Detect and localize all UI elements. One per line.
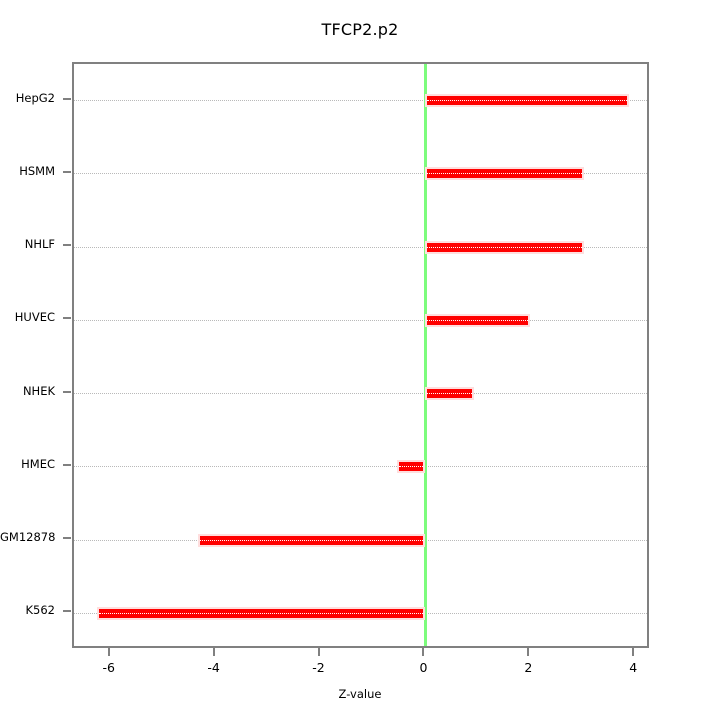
x-tick-label: 2 bbox=[524, 660, 533, 675]
x-tick-mark bbox=[422, 648, 425, 656]
y-tick-mark bbox=[63, 463, 71, 466]
bar-dot-pattern bbox=[427, 393, 473, 395]
x-tick-mark bbox=[212, 648, 215, 656]
plot-inner bbox=[74, 64, 647, 646]
bar-dot-pattern bbox=[427, 100, 628, 102]
bar-nhek bbox=[425, 387, 475, 401]
x-tick-mark bbox=[632, 648, 635, 656]
y-tick-mark bbox=[63, 244, 71, 247]
bar-dot-pattern bbox=[427, 246, 582, 248]
y-tick-label-gm12878: GM12878 bbox=[0, 530, 56, 545]
bar-dot-pattern bbox=[427, 319, 529, 321]
x-axis-title: Z-value bbox=[338, 687, 382, 701]
bar-hmec bbox=[397, 460, 426, 474]
y-tick-mark bbox=[63, 97, 71, 100]
gridline bbox=[74, 466, 647, 468]
y-tick-mark bbox=[63, 317, 71, 320]
bar-hsmm bbox=[425, 167, 585, 181]
y-tick-mark bbox=[63, 170, 71, 173]
bar-dot-pattern bbox=[199, 539, 424, 541]
chart-title: TFCP2.p2 bbox=[321, 20, 399, 39]
y-tick-label-huvec: HUVEC bbox=[14, 310, 55, 325]
zero-reference-line bbox=[423, 64, 427, 646]
x-tick-label: -6 bbox=[102, 660, 115, 675]
x-tick-mark bbox=[317, 648, 320, 656]
gridline bbox=[74, 246, 647, 248]
y-tick-mark bbox=[63, 390, 71, 393]
bar-dot-pattern bbox=[427, 173, 583, 175]
y-tick-label-nhek: NHEK bbox=[22, 383, 55, 398]
x-tick-label: -2 bbox=[312, 660, 325, 675]
y-tick-label-k562: K562 bbox=[25, 603, 56, 618]
bar-dot-pattern bbox=[98, 612, 424, 614]
x-tick-mark bbox=[107, 648, 110, 656]
x-tick-label: -4 bbox=[207, 660, 220, 675]
bar-huvec bbox=[425, 313, 531, 327]
x-tick-label: 0 bbox=[419, 660, 428, 675]
gridline bbox=[74, 393, 647, 395]
gridline bbox=[74, 173, 647, 175]
y-tick-label-hepg2: HepG2 bbox=[15, 90, 55, 105]
y-tick-mark bbox=[63, 537, 71, 540]
x-tick-mark bbox=[527, 648, 530, 656]
y-tick-mark bbox=[63, 610, 71, 613]
gridline bbox=[74, 100, 647, 102]
y-tick-label-hsmm: HSMM bbox=[19, 163, 55, 178]
y-tick-label-nhlf: NHLF bbox=[24, 237, 55, 252]
gridline bbox=[74, 319, 647, 321]
bar-nhlf bbox=[425, 240, 584, 254]
x-tick-label: 4 bbox=[629, 660, 638, 675]
bar-k562 bbox=[96, 606, 426, 620]
y-tick-label-hmec: HMEC bbox=[21, 456, 55, 471]
bar-gm12878 bbox=[197, 533, 426, 547]
bar-hepg2 bbox=[425, 94, 630, 108]
plot-area bbox=[72, 62, 649, 648]
bar-dot-pattern bbox=[399, 466, 424, 468]
